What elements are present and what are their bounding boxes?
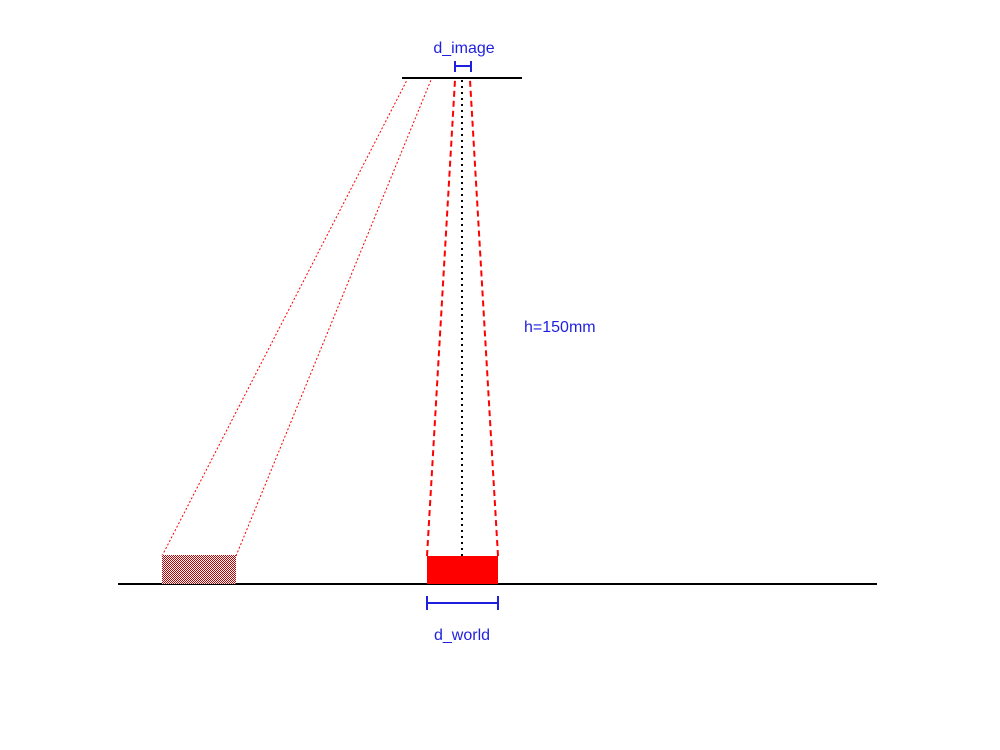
offset-ray-left	[161, 79, 408, 557]
height-label: h=150mm	[524, 319, 596, 336]
image-width-label: d_image	[433, 40, 494, 57]
center-ray-left	[426, 79, 456, 557]
image-dimension-marker	[454, 61, 472, 72]
world-width-label: d_world	[434, 627, 490, 644]
center-ray-right	[469, 79, 499, 557]
center-object	[427, 556, 498, 584]
offset-ray-right	[235, 79, 432, 557]
offset-object	[162, 555, 236, 584]
world-dimension-marker	[426, 596, 499, 610]
